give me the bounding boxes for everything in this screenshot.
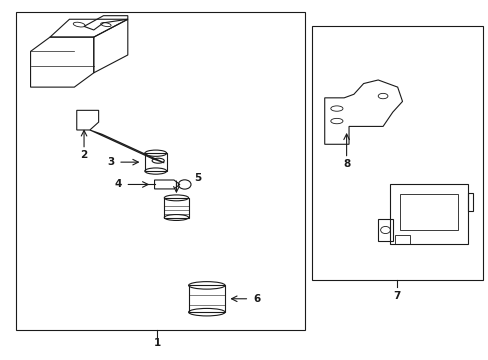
Text: 7: 7: [393, 291, 400, 301]
Text: 8: 8: [342, 159, 349, 169]
Bar: [311, 26, 482, 280]
Text: 3: 3: [107, 157, 114, 167]
Text: 2: 2: [80, 150, 87, 160]
Text: 6: 6: [252, 294, 260, 304]
Bar: [377, 219, 392, 241]
Text: 5: 5: [194, 173, 202, 183]
Text: 1: 1: [153, 338, 160, 347]
Bar: [16, 12, 305, 330]
Bar: [399, 194, 458, 230]
Text: 4: 4: [114, 180, 122, 189]
Bar: [389, 184, 467, 244]
Bar: [394, 235, 409, 244]
